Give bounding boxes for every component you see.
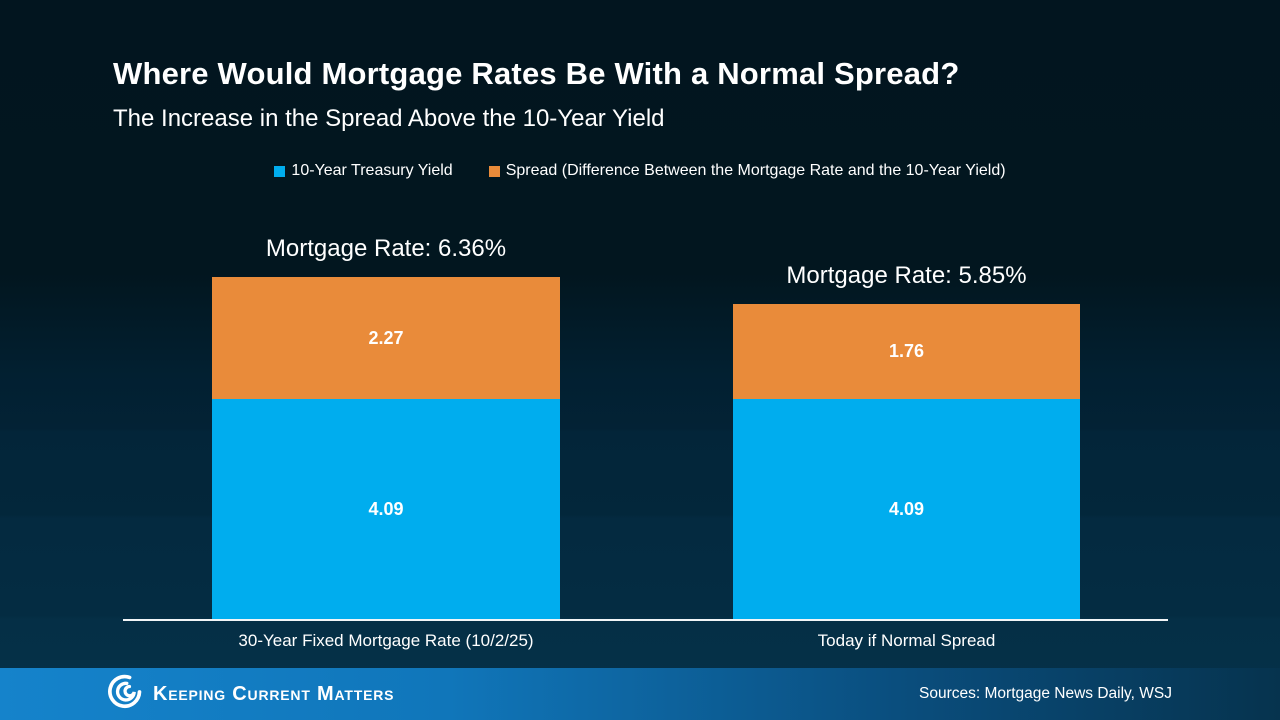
segment-value: 1.76 [888, 341, 925, 361]
segment-value: 4.09 [368, 498, 404, 519]
chart-legend: 10-Year Treasury Yield Spread (Differenc… [0, 162, 1280, 180]
bar-segment-treasury-yield: 4.09 [733, 399, 1080, 619]
legend-label: 10-Year Treasury Yield [291, 162, 453, 179]
legend-item-spread: Spread (Difference Between the Mortgage … [488, 162, 1006, 180]
legend-label: Spread (Difference Between the Mortgage … [505, 162, 1006, 179]
x-axis-labels: 30-Year Fixed Mortgage Rate (10/2/25) To… [0, 631, 1280, 655]
footer-bar: Keeping Current Matters Sources: Mortgag… [0, 668, 1280, 720]
brand-name: Keeping Current Matters [153, 682, 395, 705]
x-axis-label-normal: Today if Normal Spread [817, 631, 996, 650]
brand-lockup: Keeping Current Matters [106, 673, 394, 715]
bar-segment-spread: 2.27 [212, 277, 560, 399]
bar-total-label: Mortgage Rate: 6.36% [265, 235, 507, 262]
legend-swatch-blue-icon [274, 165, 286, 177]
bar-current-mortgage-rate: Mortgage Rate: 6.36% 2.27 4.09 [212, 235, 560, 619]
bar-total-label: Mortgage Rate: 5.85% [786, 262, 1027, 289]
legend-item-treasury-yield: 10-Year Treasury Yield [274, 162, 453, 180]
page-title: Where Would Mortgage Rates Be With a Nor… [113, 56, 960, 91]
page-subtitle: The Increase in the Spread Above the 10-… [113, 105, 665, 132]
x-axis-label-current: 30-Year Fixed Mortgage Rate (10/2/25) [238, 631, 534, 650]
kcm-swirl-logo-icon [106, 673, 143, 715]
bar-segment-spread: 1.76 [733, 304, 1080, 399]
bar-segment-treasury-yield: 4.09 [212, 399, 560, 619]
x-axis-line [123, 619, 1168, 621]
segment-value: 2.27 [368, 327, 404, 348]
bar-normal-spread: Mortgage Rate: 5.85% 1.76 4.09 [733, 262, 1080, 619]
segment-value: 4.09 [888, 498, 925, 519]
sources-text: Sources: Mortgage News Daily, WSJ [919, 685, 1172, 702]
legend-swatch-orange-icon [488, 165, 500, 177]
